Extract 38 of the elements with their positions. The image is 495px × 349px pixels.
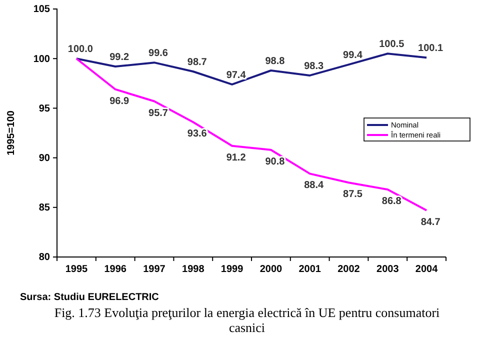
data-label: 99.4	[343, 50, 363, 62]
y-axis-title: 1995=100	[6, 110, 17, 156]
data-label: 96.9	[110, 96, 130, 107]
data-label: 87.5	[343, 189, 363, 200]
data-label: 90.8	[265, 156, 286, 168]
x-tick-label: 1998	[182, 264, 205, 276]
data-label: 99.2	[110, 52, 130, 64]
x-tick-label: 1999	[220, 264, 244, 276]
x-tick-label: 2001	[298, 264, 322, 276]
data-label: 97.4	[226, 70, 246, 81]
y-tick-label: 85	[38, 202, 50, 214]
data-label: 93.6	[187, 128, 208, 140]
x-tick-label: 2003	[376, 264, 400, 276]
x-tick-label: 1996	[104, 264, 127, 276]
y-tick-label: 105	[33, 4, 50, 16]
y-tick-label: 80	[38, 252, 50, 264]
y-tick-label: 100	[33, 54, 50, 65]
data-label: 91.2	[226, 152, 246, 164]
y-tick-label: 90	[38, 153, 50, 164]
data-label: 100.1	[418, 43, 444, 54]
data-label: 98.3	[304, 60, 324, 72]
data-label: 99.6	[148, 48, 168, 60]
data-label: 100.0	[68, 44, 94, 56]
caption: Fig. 1.73 Evoluţia preţurilor la energia electrică în UE pentru consumatori casnici	[54, 305, 440, 335]
data-label: 95.7	[148, 108, 168, 119]
data-label: 98.7	[187, 56, 208, 68]
x-tick-label: 2002	[338, 264, 360, 276]
data-label: 88.4	[304, 180, 324, 192]
text: Sursa: Studiu EURELECTRIC	[20, 292, 159, 303]
x-tick-label: 2000	[260, 264, 283, 276]
y-tick-label: 95	[38, 103, 50, 114]
x-tick-label: 2004	[415, 264, 438, 276]
data-label: 84.7	[420, 216, 441, 228]
data-label: 86.8	[382, 196, 402, 208]
x-tick-label: 1995	[65, 264, 88, 276]
data-label: 98.8	[265, 56, 286, 68]
data-label: 100.5	[379, 39, 405, 50]
x-tick-label: 1997	[143, 264, 166, 276]
